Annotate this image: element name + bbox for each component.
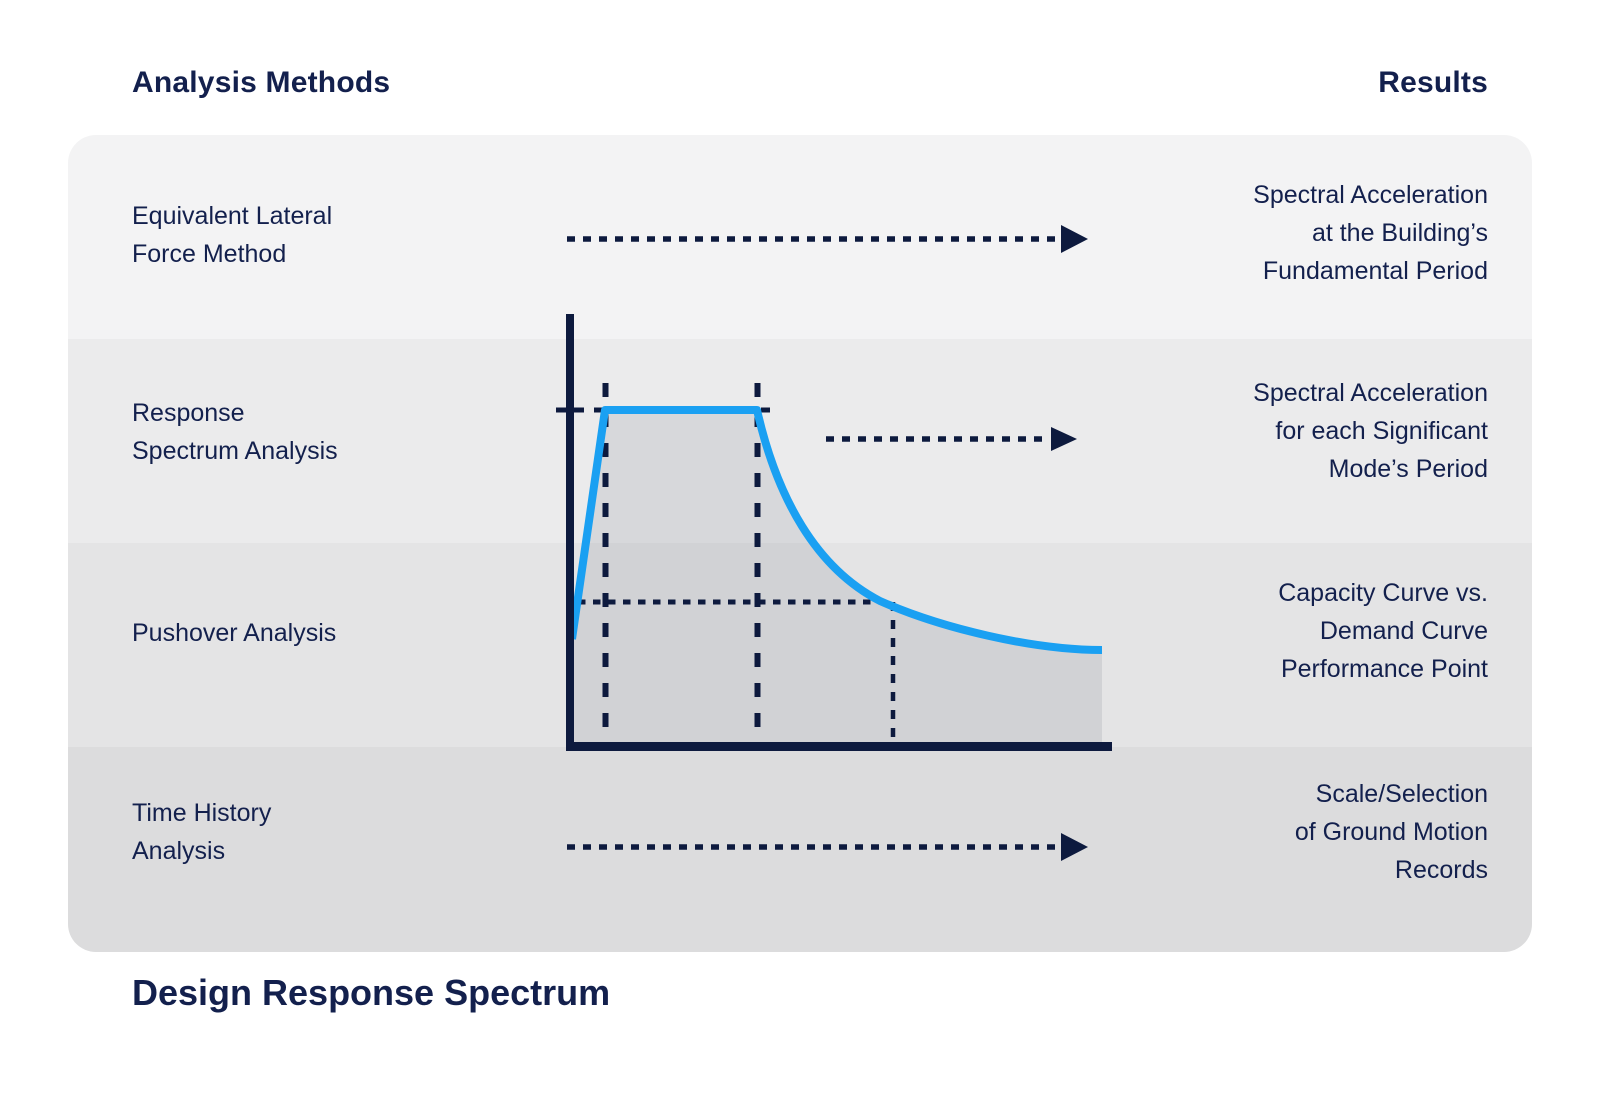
results-heading: Results xyxy=(1378,66,1488,99)
analysis-methods-heading: Analysis Methods xyxy=(132,66,391,99)
method-label-equivalent-lateral-force: Equivalent Lateral Force Method xyxy=(132,202,333,268)
diagram-caption: Design Response Spectrum xyxy=(132,972,611,1013)
result-label-significant-modes: Spectral Acceleration for each Significa… xyxy=(1253,379,1488,483)
method-label-pushover-analysis: Pushover Analysis xyxy=(132,619,337,647)
result-label-ground-motion-records: Scale/Selection of Ground Motion Records xyxy=(1294,780,1488,884)
method-label-response-spectrum-analysis: Response Spectrum Analysis xyxy=(132,399,338,465)
result-label-fundamental-period: Spectral Acceleration at the Building’s … xyxy=(1253,181,1488,285)
method-label-time-history-analysis: Time History Analysis xyxy=(132,799,272,865)
result-label-performance-point: Capacity Curve vs. Demand Curve Performa… xyxy=(1278,579,1488,683)
